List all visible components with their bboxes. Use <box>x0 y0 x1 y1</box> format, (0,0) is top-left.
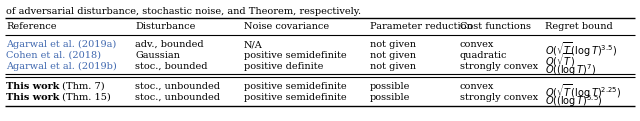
Text: Parameter reduction: Parameter reduction <box>370 22 473 31</box>
Text: $O(\sqrt{T}(\log T)^{2.25})$: $O(\sqrt{T}(\log T)^{2.25})$ <box>545 82 621 101</box>
Text: convex: convex <box>460 40 494 49</box>
Text: stoc., bounded: stoc., bounded <box>135 62 207 71</box>
Text: $O(\sqrt{T}(\log T)^{3.5})$: $O(\sqrt{T}(\log T)^{3.5})$ <box>545 40 617 59</box>
Text: Agarwal et al. (2019a): Agarwal et al. (2019a) <box>6 40 116 49</box>
Text: Gaussian: Gaussian <box>135 51 180 60</box>
Text: strongly convex: strongly convex <box>460 62 538 71</box>
Text: This work: This work <box>6 82 60 91</box>
Text: positive definite: positive definite <box>244 62 323 71</box>
Text: Regret bound: Regret bound <box>545 22 612 31</box>
Text: $O(\sqrt{T})$: $O(\sqrt{T})$ <box>545 51 576 69</box>
Text: This work: This work <box>6 93 60 102</box>
Text: (Thm. 15): (Thm. 15) <box>60 93 111 102</box>
Text: N/A: N/A <box>244 40 263 49</box>
Text: possible: possible <box>370 82 410 91</box>
Text: (Thm. 7): (Thm. 7) <box>60 82 105 91</box>
Text: Cost functions: Cost functions <box>460 22 531 31</box>
Text: Reference: Reference <box>6 22 56 31</box>
Text: Cohen et al. (2018): Cohen et al. (2018) <box>6 51 101 60</box>
Text: positive semidefinite: positive semidefinite <box>244 93 347 102</box>
Text: stoc., unbounded: stoc., unbounded <box>135 93 220 102</box>
Text: positive semidefinite: positive semidefinite <box>244 82 347 91</box>
Text: convex: convex <box>460 82 494 91</box>
Text: of adversarial disturbance, stochastic noise, and Theorem, respectively.: of adversarial disturbance, stochastic n… <box>6 7 361 16</box>
Text: positive semidefinite: positive semidefinite <box>244 51 347 60</box>
Text: strongly convex: strongly convex <box>460 93 538 102</box>
Text: $O((\log T)^{7})$: $O((\log T)^{7})$ <box>545 62 596 78</box>
Text: not given: not given <box>370 62 416 71</box>
Text: $O((\log T)^{5.5})$: $O((\log T)^{5.5})$ <box>545 93 603 109</box>
Text: possible: possible <box>370 93 410 102</box>
Text: stoc., unbounded: stoc., unbounded <box>135 82 220 91</box>
Text: Agarwal et al. (2019b): Agarwal et al. (2019b) <box>6 62 116 71</box>
Text: adv., bounded: adv., bounded <box>135 40 204 49</box>
Text: Noise covariance: Noise covariance <box>244 22 329 31</box>
Text: Disturbance: Disturbance <box>135 22 195 31</box>
Text: not given: not given <box>370 51 416 60</box>
Text: quadratic: quadratic <box>460 51 508 60</box>
Text: not given: not given <box>370 40 416 49</box>
